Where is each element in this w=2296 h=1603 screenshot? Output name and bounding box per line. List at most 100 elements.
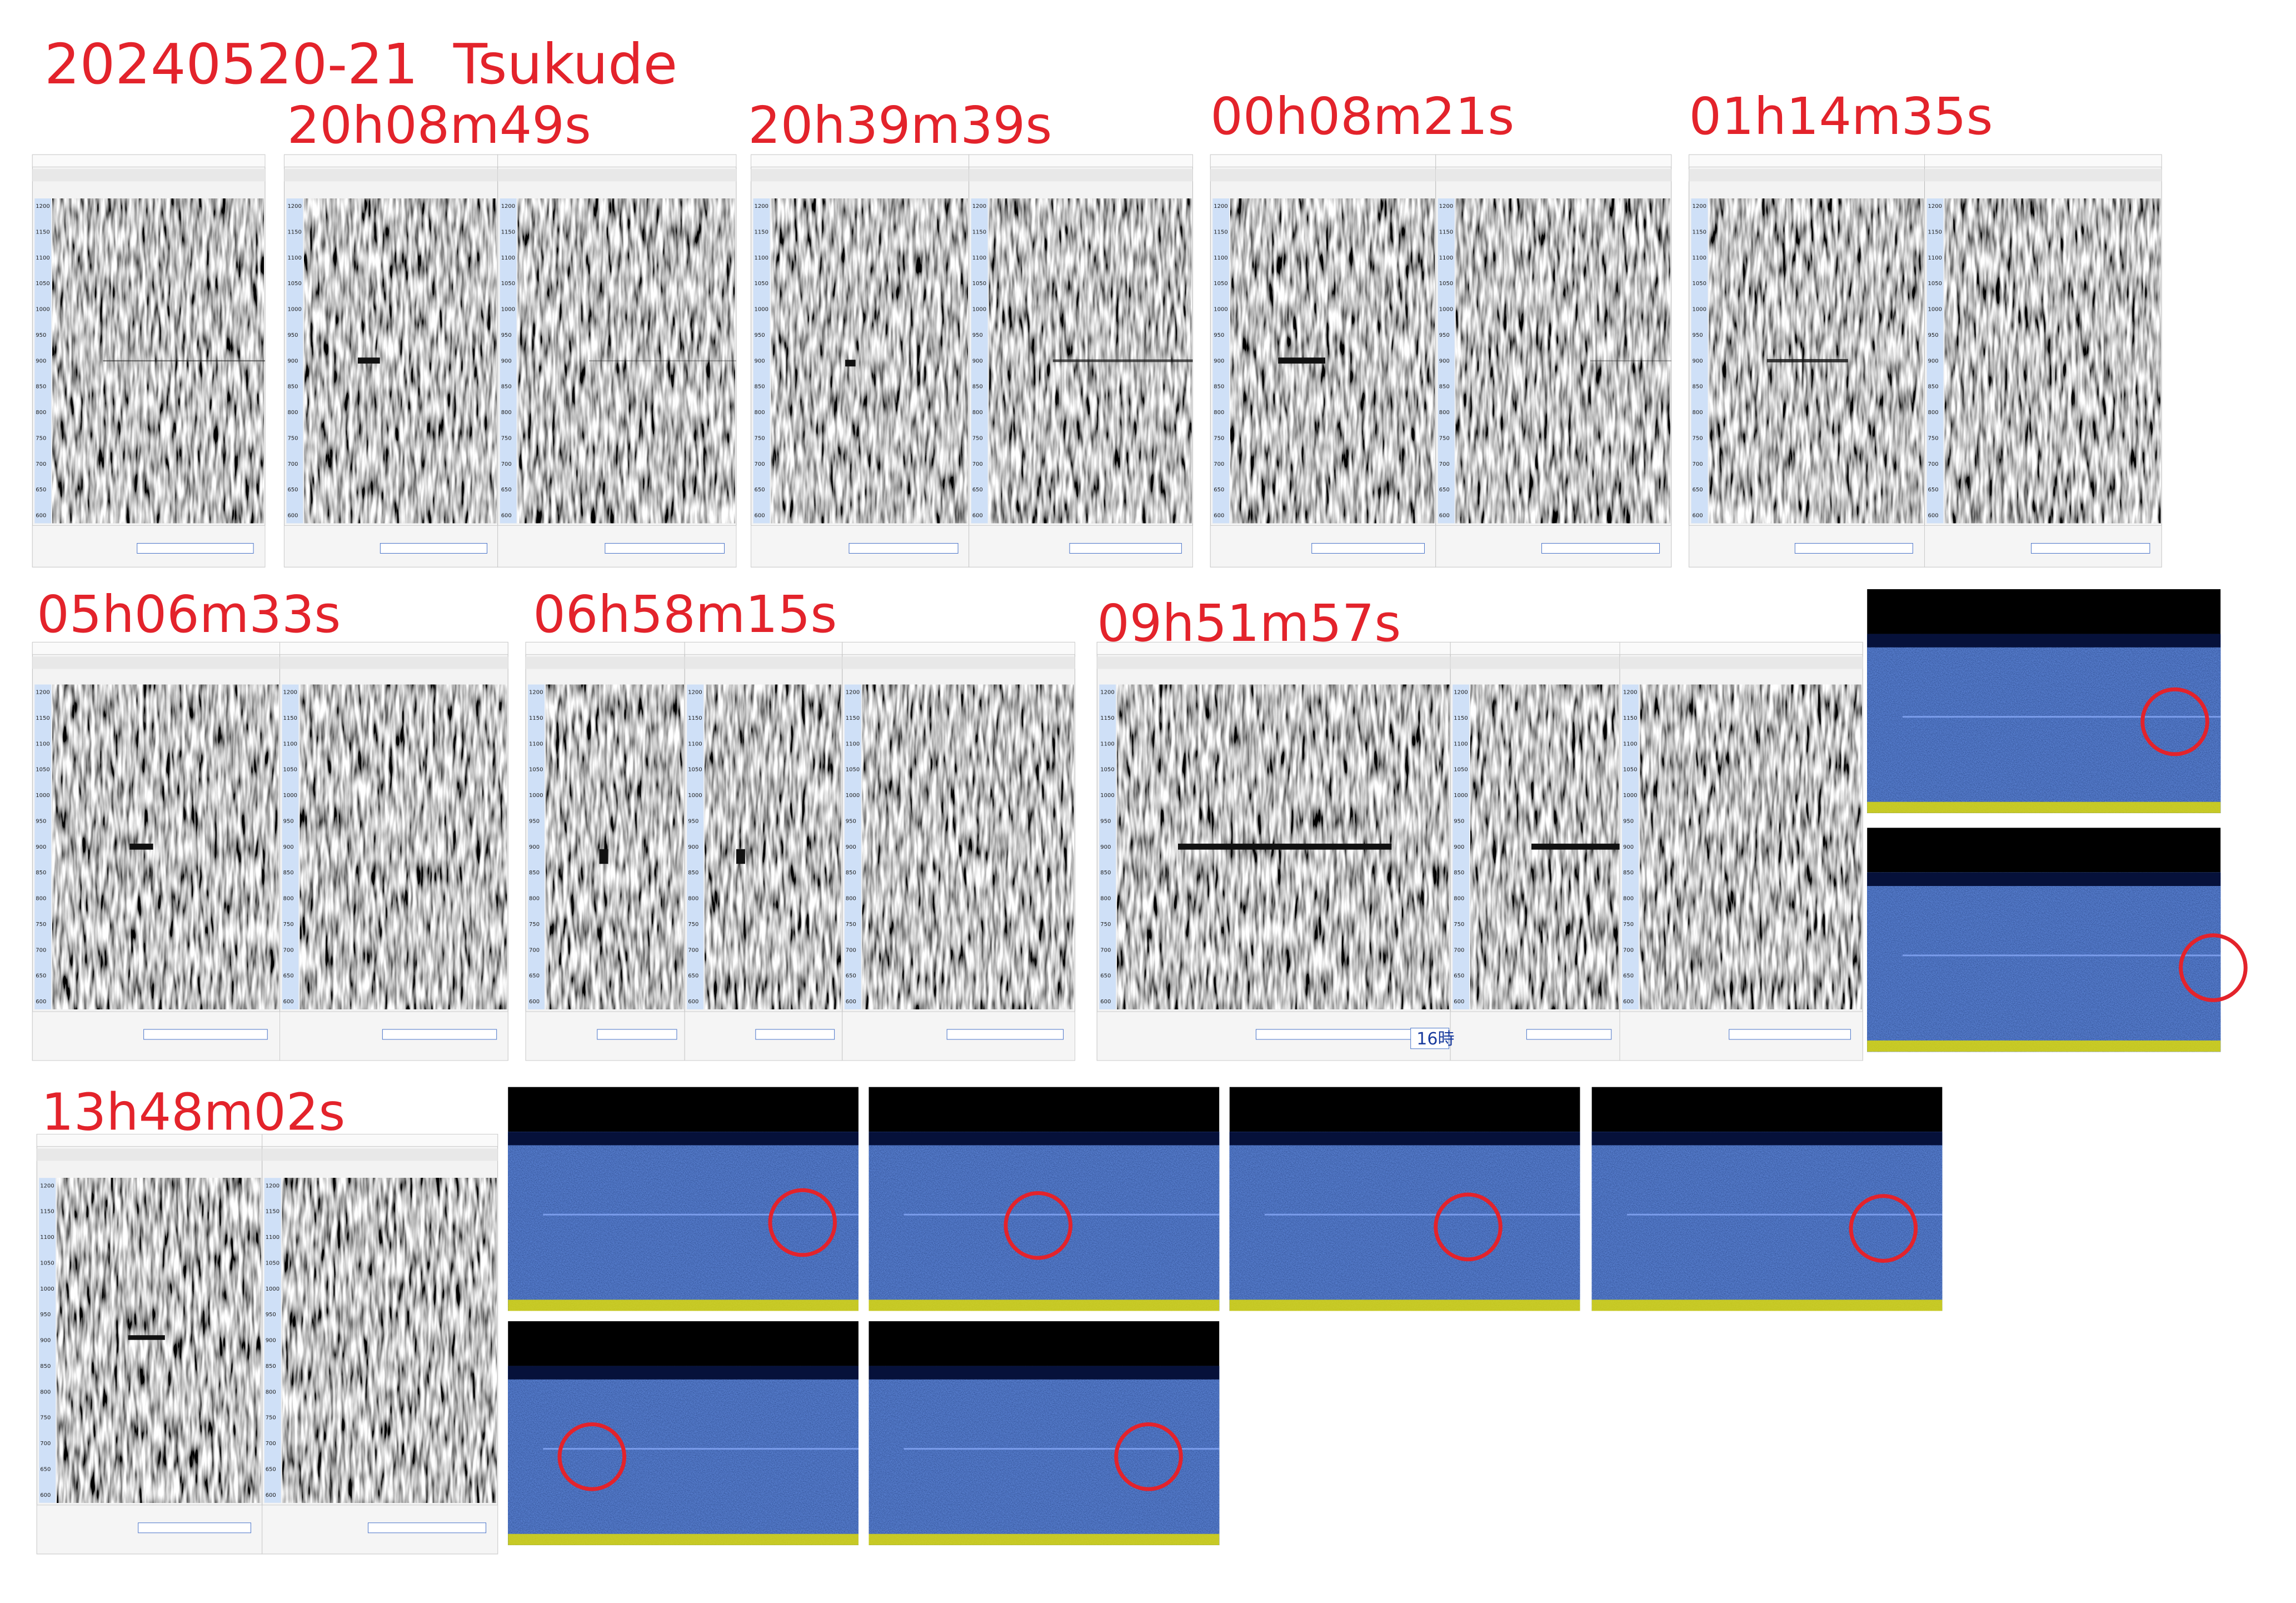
highlight-circle [1434, 1192, 1503, 1262]
time-field [755, 1029, 835, 1040]
freq-tick: 800 [755, 410, 765, 416]
toolbar [1096, 641, 1451, 655]
timeline [262, 1148, 498, 1161]
tick-band [508, 1366, 858, 1380]
hrofft-spectrum [869, 1366, 1220, 1545]
hrofft-spectrum [1867, 634, 2221, 813]
spectrogram [705, 684, 841, 1009]
freq-tick: 800 [1214, 410, 1224, 416]
freq-tick: 600 [36, 513, 46, 519]
freq-tick: 1000 [688, 793, 702, 799]
freq-tick: 950 [1100, 818, 1111, 824]
freq-tick: 950 [266, 1312, 276, 1318]
freq-tick: 600 [529, 999, 540, 1005]
freq-tick: 900 [36, 358, 46, 364]
axis-strip [1438, 198, 1455, 524]
tick-band [1591, 1132, 1943, 1146]
freq-tick: 1150 [846, 715, 860, 721]
freq-tick: 1200 [1100, 690, 1114, 696]
freq-tick: 1050 [846, 767, 860, 773]
freq-tick: 800 [529, 896, 540, 902]
freq-tick: 900 [40, 1338, 51, 1344]
spectrogram [862, 684, 1074, 1009]
echo [1052, 359, 1193, 362]
spectrogram [1944, 198, 2161, 524]
echo [845, 360, 856, 367]
freq-tick: 900 [755, 358, 765, 364]
freq-tick: 700 [36, 947, 46, 953]
freq-tick: 1150 [1928, 229, 1942, 235]
freq-tick: 1000 [972, 307, 986, 313]
time-field [605, 543, 725, 554]
freq-tick: 650 [755, 487, 765, 493]
axis-strip [282, 684, 299, 1009]
freq-tick: 700 [287, 461, 298, 467]
freq-tick: 800 [40, 1389, 51, 1395]
freq-tick: 1000 [1214, 307, 1227, 313]
freq-tick: 700 [1928, 461, 1939, 467]
time-field [1729, 1029, 1851, 1040]
freq-tick: 800 [501, 410, 512, 416]
freq-tick: 750 [266, 1415, 276, 1421]
freq-tick: 1050 [1439, 281, 1453, 287]
spectrogram [771, 198, 968, 524]
echo [1531, 843, 1620, 850]
freq-tick: 1000 [283, 793, 297, 799]
freq-tick: 1200 [501, 203, 515, 210]
freq-tick: 1000 [1454, 793, 1468, 799]
freq-tick: 1000 [1928, 307, 1942, 313]
timeline [32, 169, 266, 182]
freq-tick: 1100 [1693, 255, 1706, 261]
freq-tick: 1050 [1928, 281, 1942, 287]
freq-tick: 650 [40, 1466, 51, 1472]
signal-level [869, 1300, 1220, 1311]
axis-strip [500, 198, 517, 524]
page-title: 20240520-21 Tsukude [44, 32, 677, 97]
signal-level [1867, 1040, 2221, 1052]
freq-tick: 950 [283, 818, 294, 824]
hrofft-spectrum [508, 1366, 858, 1545]
time-field [1541, 543, 1660, 554]
timeline [685, 656, 842, 669]
capture-time: 20h39m39s [748, 96, 1052, 155]
freq-tick: 850 [501, 384, 512, 390]
time-field [1794, 543, 1913, 554]
toolbar [1619, 641, 1863, 655]
timeline [497, 169, 736, 182]
freq-tick: 600 [1439, 513, 1450, 519]
freq-tick: 1200 [36, 203, 49, 210]
timeline [1435, 169, 1671, 182]
freq-tick: 700 [972, 461, 983, 467]
toolbar [1210, 154, 1436, 167]
freq-tick: 900 [972, 358, 983, 364]
freq-tick: 750 [501, 435, 512, 441]
freq-tick: 1100 [36, 741, 49, 747]
freq-tick: 1200 [1214, 203, 1227, 210]
time-field [138, 1522, 251, 1534]
freq-tick: 900 [1928, 358, 1939, 364]
timeline [1689, 169, 1925, 182]
freq-tick: 950 [1928, 332, 1939, 338]
freq-tick: 700 [1100, 947, 1111, 953]
freq-tick: 700 [755, 461, 765, 467]
freq-tick: 850 [266, 1363, 276, 1370]
freq-tick: 600 [266, 1492, 276, 1499]
axis-strip [39, 1178, 56, 1503]
freq-tick: 800 [1454, 896, 1464, 902]
axis-strip [1099, 684, 1116, 1009]
freq-tick: 1150 [36, 715, 49, 721]
freq-tick: 700 [846, 947, 856, 953]
freq-tick: 1050 [36, 281, 49, 287]
tick-band [869, 1132, 1220, 1146]
freq-tick: 950 [501, 332, 512, 338]
time-field [380, 543, 487, 554]
freq-tick: 1050 [287, 281, 301, 287]
freq-tick: 900 [529, 844, 540, 850]
freq-tick: 650 [1454, 973, 1464, 979]
time-field [1311, 543, 1425, 554]
freq-tick: 1050 [283, 767, 297, 773]
freq-tick: 950 [846, 818, 856, 824]
time-field [946, 1029, 1064, 1040]
highlight-circle [1004, 1191, 1073, 1260]
freq-tick: 950 [529, 818, 540, 824]
